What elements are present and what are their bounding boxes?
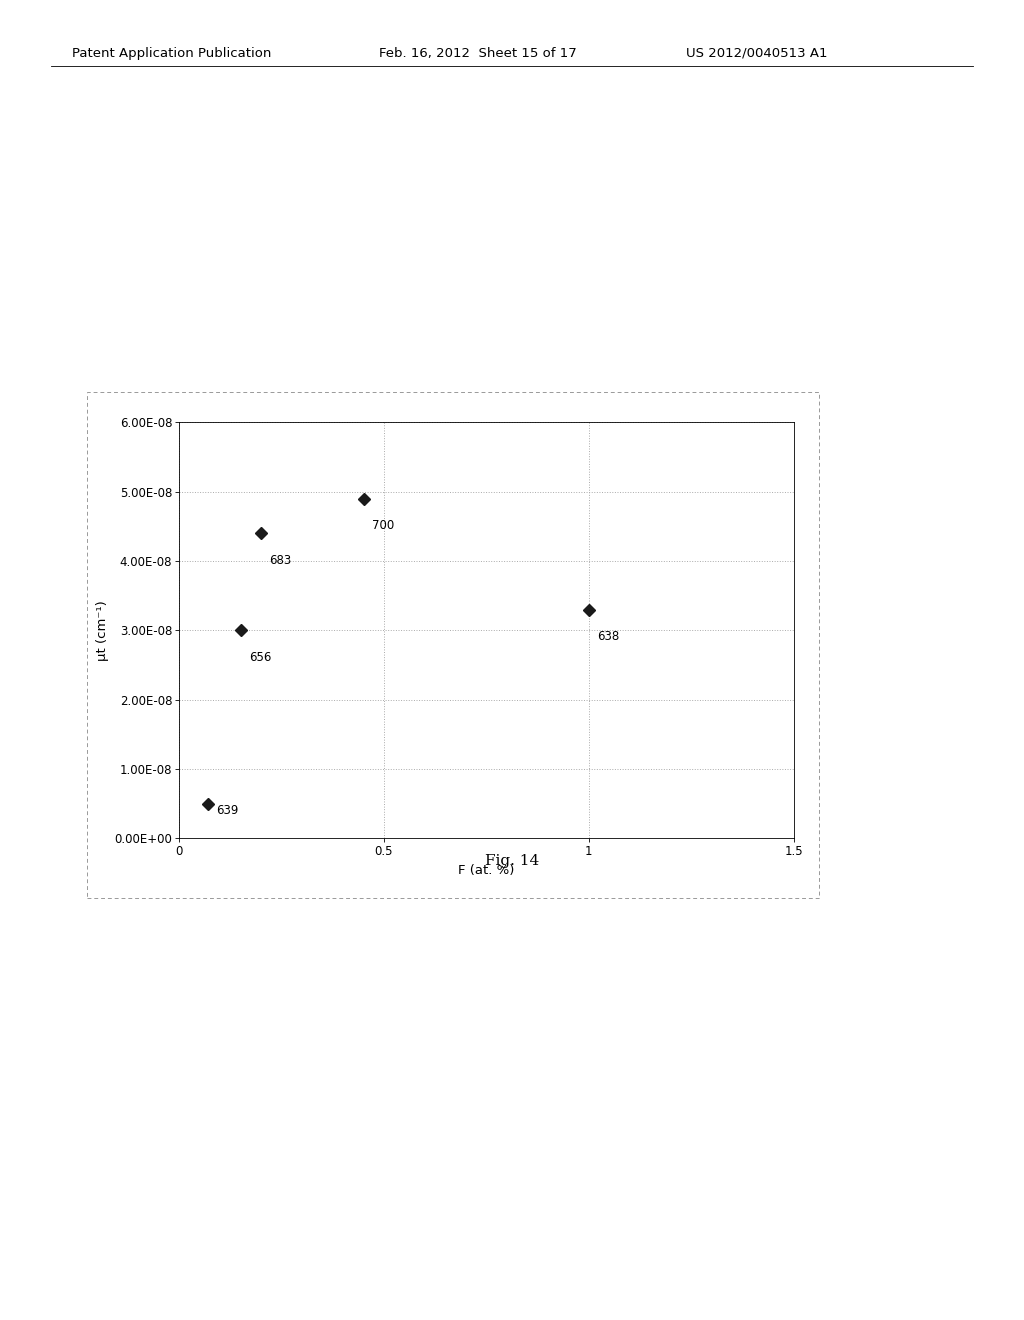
Y-axis label: μt (cm⁻¹): μt (cm⁻¹) (96, 599, 109, 661)
Text: 683: 683 (269, 554, 292, 568)
Text: Fig. 14: Fig. 14 (485, 854, 539, 867)
Text: Patent Application Publication: Patent Application Publication (72, 46, 271, 59)
Text: 656: 656 (249, 651, 271, 664)
Text: 639: 639 (216, 804, 239, 817)
Text: 700: 700 (372, 520, 394, 532)
Text: 638: 638 (597, 631, 620, 643)
Text: Feb. 16, 2012  Sheet 15 of 17: Feb. 16, 2012 Sheet 15 of 17 (379, 46, 577, 59)
X-axis label: F (at. %): F (at. %) (458, 863, 515, 876)
Text: US 2012/0040513 A1: US 2012/0040513 A1 (686, 46, 827, 59)
